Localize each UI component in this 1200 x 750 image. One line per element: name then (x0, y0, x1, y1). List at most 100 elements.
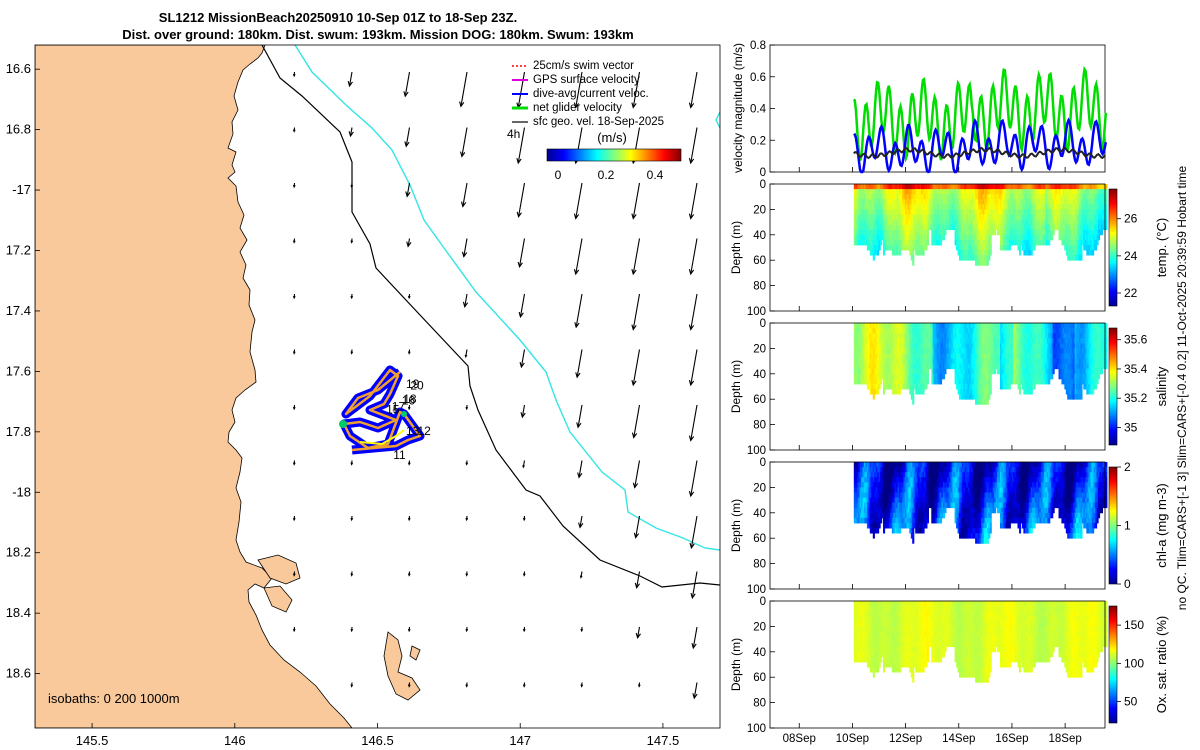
profile-cell (986, 358, 989, 365)
profile-cell (1061, 204, 1064, 210)
profile-cell (998, 184, 1001, 190)
profile-cell (929, 209, 932, 215)
geo-arrow-head (350, 351, 354, 355)
profile-cell (1017, 378, 1020, 385)
profile-cell (1052, 189, 1055, 195)
profile-cell (1014, 224, 1017, 231)
profile-cell (1083, 219, 1086, 226)
profile-cell (929, 343, 932, 349)
profile-cell (1008, 373, 1011, 380)
profile-cell (983, 255, 986, 261)
profile-cell (1054, 219, 1057, 226)
profile-cell (881, 363, 884, 370)
profile-cell (947, 189, 950, 195)
profile-cell (926, 199, 929, 205)
profile-cell (1102, 219, 1105, 226)
profile-cell (874, 528, 877, 534)
profile-cell (1074, 343, 1077, 349)
profile-cell (979, 333, 982, 339)
profile-cell (875, 477, 878, 483)
geo-arrow-head (465, 517, 469, 522)
profile-cell (872, 245, 875, 251)
profile-cell (906, 368, 909, 375)
profile-cell (1078, 378, 1081, 385)
profile-cell (919, 333, 922, 339)
profile-cell (1001, 333, 1004, 339)
profile-cell (866, 328, 869, 334)
profile-cell (903, 333, 906, 339)
depth-tick-label: 100 (747, 306, 766, 318)
profile-cell (875, 194, 878, 200)
profile-cell (893, 214, 896, 220)
profile-cell (893, 199, 896, 205)
profile-cell (991, 348, 994, 354)
profile-cell (923, 328, 926, 334)
profile-cell (907, 328, 910, 334)
profile-cell (912, 255, 915, 261)
profile-cell (1062, 338, 1065, 344)
profile-cell (1071, 199, 1074, 205)
profile-cell (937, 199, 940, 205)
profile-cell (986, 255, 989, 261)
profile-cell (976, 348, 979, 354)
profile-cell (1008, 384, 1011, 390)
profile-cell (967, 194, 970, 200)
profile-cell (988, 384, 991, 390)
profile-cell (1013, 363, 1016, 370)
profile-cell (859, 184, 862, 190)
profile-cell (959, 184, 962, 190)
profile-cell (925, 384, 928, 390)
profile-cell (897, 250, 900, 256)
profile-cell (916, 333, 919, 339)
profile-cell (1000, 224, 1003, 231)
profile-cell (960, 358, 963, 365)
profile-cell (1001, 224, 1004, 231)
profile-cell (891, 338, 894, 344)
profile-cell (1083, 353, 1086, 359)
profile-cell (983, 184, 986, 190)
profile-cell (1023, 353, 1026, 359)
profile-cell (1068, 394, 1071, 400)
profile-cell (1007, 224, 1010, 231)
profile-cell (972, 389, 975, 395)
profile-cell (869, 199, 872, 205)
profile-cell (1048, 348, 1051, 354)
profile-cell (1029, 323, 1032, 329)
profile-cell (1083, 189, 1086, 195)
profile-cell (1077, 323, 1080, 329)
profile-cell (959, 209, 962, 215)
profile-cell (1102, 189, 1105, 195)
profile-cell (1035, 323, 1038, 329)
profile-cell (868, 523, 871, 529)
profile-cell (888, 348, 891, 354)
profile-cell (1070, 373, 1073, 380)
profile-cell (1087, 368, 1090, 375)
profile-cell (1071, 338, 1074, 344)
profile-cell (877, 214, 880, 220)
profile-cell (922, 368, 925, 375)
profile-cell (1010, 224, 1013, 231)
profile-cell (1023, 234, 1026, 241)
profile-cell (1020, 353, 1023, 359)
profile-cell (1002, 184, 1005, 190)
profile-cell (907, 333, 910, 339)
profile-cell (1013, 358, 1016, 365)
profile-cell (859, 338, 862, 344)
profile-cell (1061, 189, 1064, 195)
profile-cell (878, 497, 881, 504)
profile-cell (1099, 333, 1102, 339)
profile-cell (906, 189, 909, 195)
profile-cell (1100, 214, 1103, 220)
profile-cell (907, 245, 910, 251)
profile-cell (960, 234, 963, 241)
geo-arrow-shaft (575, 71, 583, 108)
profile-cell (1095, 209, 1098, 215)
profile-cell (910, 363, 913, 370)
profile-cell (989, 209, 992, 215)
profile-cell (1021, 323, 1024, 329)
profile-cell (903, 363, 906, 370)
profile-cell (934, 219, 937, 226)
profile-cell (932, 368, 935, 375)
profile-cell (919, 373, 922, 380)
